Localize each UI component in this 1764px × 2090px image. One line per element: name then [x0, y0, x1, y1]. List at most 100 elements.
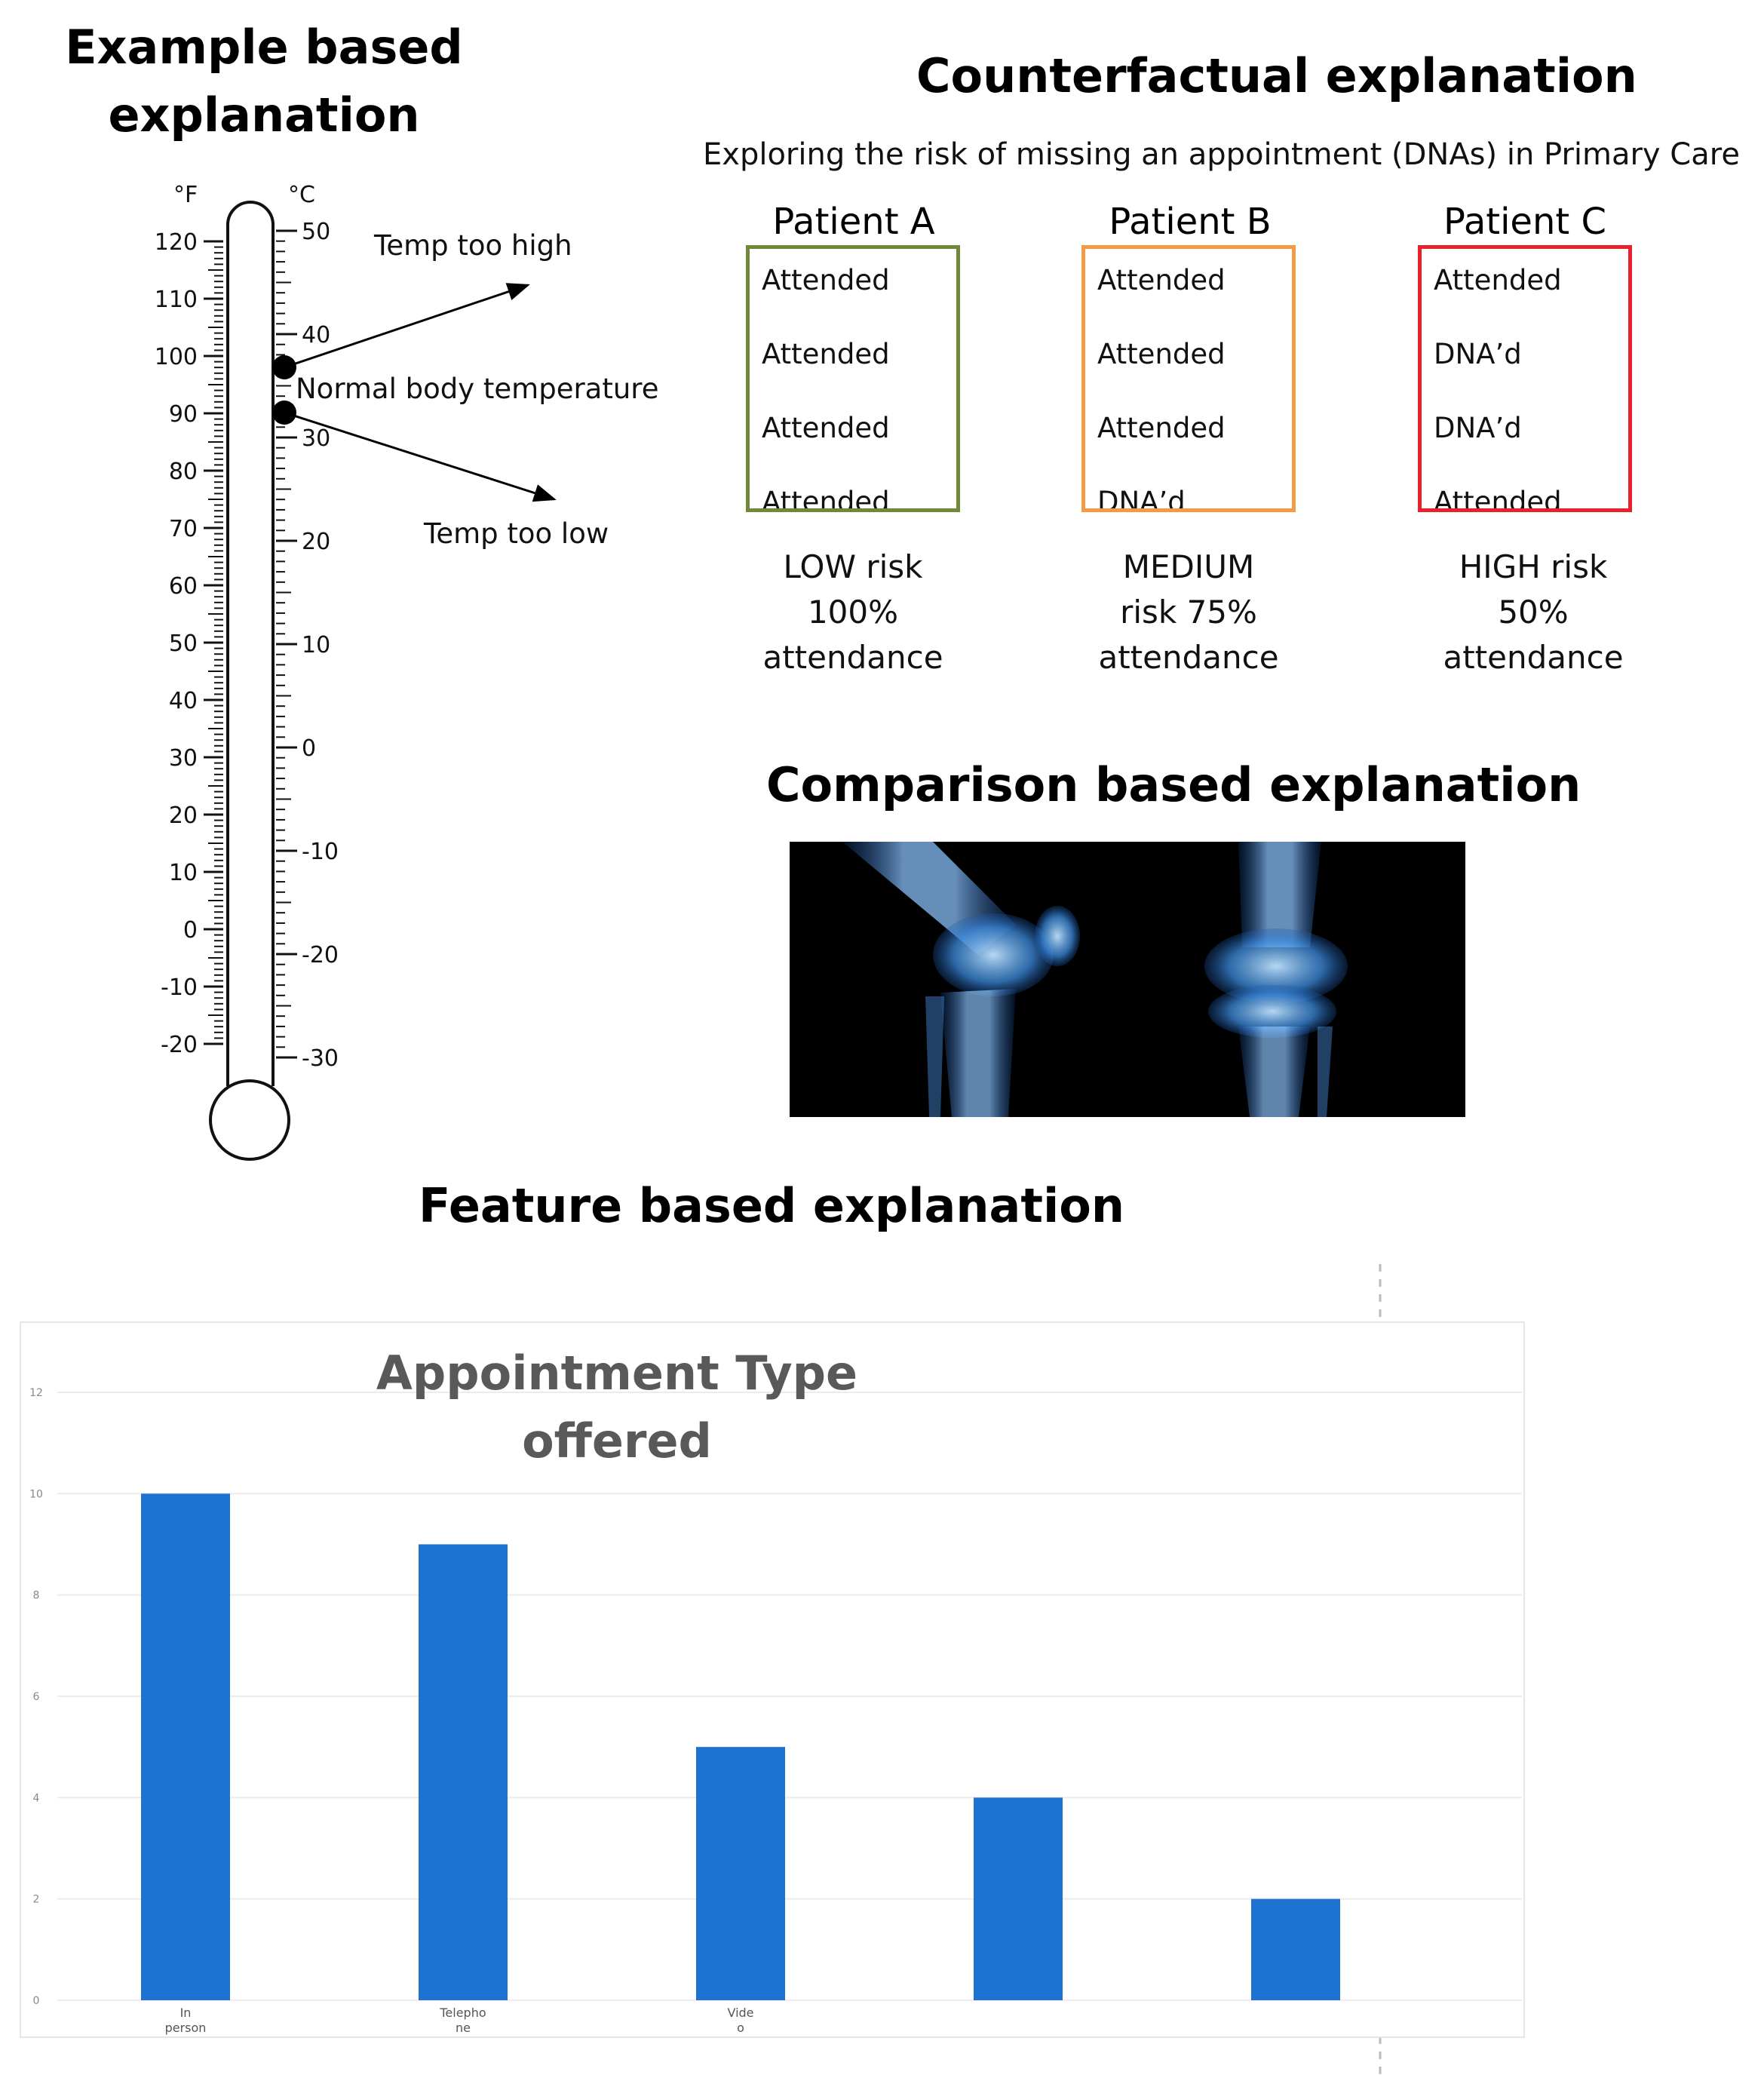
fahrenheit-tick-label: 10 [169, 860, 198, 886]
fahrenheit-tick-label: 100 [155, 344, 198, 370]
fahrenheit-unit-label: °F [173, 182, 198, 208]
thermometer-tube [226, 201, 275, 1086]
patient-c-risk: HIGH risk 50% attendance [1416, 545, 1650, 680]
celsius-tick-label: -30 [302, 1045, 339, 1072]
chart-title-line1: Appointment Type [376, 1346, 858, 1401]
fahrenheit-tick-label: 90 [169, 401, 198, 428]
bar-2 [419, 1544, 508, 2000]
category-label: o [737, 2021, 744, 2035]
fahrenheit-tick-label: 60 [169, 573, 198, 600]
dashed-mark-bottom [1379, 2036, 1382, 2074]
counterfactual-subtitle: Exploring the risk of missing an appoint… [703, 137, 1740, 172]
patient-b-row-3: Attended [1097, 412, 1226, 444]
fahrenheit-tick-label: 120 [155, 229, 198, 256]
comparison-title: Comparison based explanation [766, 757, 1581, 812]
knee-xray-image [790, 842, 1465, 1117]
counterfactual-title: Counterfactual explanation [916, 48, 1637, 103]
fahrenheit-tick-label: 80 [169, 459, 198, 485]
category-label: ne [456, 2021, 471, 2035]
chart-title: Appointment Type offered [338, 1340, 896, 1475]
patient-a-row-4: Attended [762, 486, 890, 512]
category-label: In [180, 2006, 192, 2020]
arrow-temp-high [284, 283, 530, 369]
fahrenheit-tick-label: 50 [169, 631, 198, 657]
patient-a-risk: LOW risk 100% attendance [736, 545, 970, 680]
y-tick-label: 12 [29, 1387, 43, 1399]
bar-1 [141, 1493, 230, 2000]
celsius-tick-label: 40 [302, 322, 330, 348]
celsius-scale: 50 40 30 20 10 0 -10 -20 -30 [276, 219, 339, 1072]
patient-a-risk-line-1: LOW risk [783, 548, 923, 585]
patient-a-row-1: Attended [762, 264, 890, 296]
xray-right-knee [1204, 842, 1348, 1117]
patient-b-name: Patient B [1109, 201, 1272, 243]
arrow-temp-low [284, 411, 557, 502]
fahrenheit-tick-label: 40 [169, 688, 198, 714]
patient-b-risk-line-3: attendance [1098, 639, 1279, 676]
fahrenheit-tick-label: 0 [183, 917, 198, 944]
fahrenheit-tick-label: -10 [161, 974, 198, 1001]
fahrenheit-tick-label: 20 [169, 803, 198, 829]
celsius-tick-label: 0 [302, 735, 316, 762]
fahrenheit-tick-label: 110 [155, 287, 198, 313]
celsius-tick-label: -20 [302, 942, 339, 968]
patient-a-row-2: Attended [762, 338, 890, 370]
celsius-tick-label: 30 [302, 425, 330, 452]
fahrenheit-tick-label: -20 [161, 1032, 198, 1058]
chart-title-line2: offered [522, 1413, 712, 1469]
celsius-tick-label: -10 [302, 839, 339, 865]
patient-b-row-1: Attended [1097, 264, 1226, 296]
example-title: Example based explanation [60, 14, 468, 149]
patient-a-name: Patient A [772, 201, 935, 243]
patient-a-row-3: Attended [762, 412, 890, 444]
patient-b-risk-line-2: risk 75% [1120, 594, 1257, 631]
y-tick-label: 6 [33, 1691, 40, 1703]
temp-too-high-label: Temp too high [373, 229, 572, 262]
fahrenheit-tick-label: 30 [169, 745, 198, 772]
bar-3 [696, 1747, 785, 2000]
example-title-line2: explanation [108, 87, 420, 143]
y-tick-label: 2 [33, 1894, 40, 1906]
patient-c-risk-line-1: HIGH risk [1459, 548, 1608, 585]
bar-4 [974, 1797, 1063, 2000]
patient-c-name: Patient C [1443, 201, 1606, 243]
celsius-tick-label: 50 [302, 219, 330, 245]
patient-c-row-2: DNA’d [1434, 338, 1522, 370]
patient-a-box: Attended Attended Attended Attended [746, 245, 960, 512]
y-tick-label: 0 [33, 1995, 40, 2007]
example-title-line1: Example based [65, 20, 463, 75]
patient-a-risk-line-2: 100% [807, 594, 899, 631]
bar-5 [1251, 1898, 1340, 2000]
celsius-tick-label: 20 [302, 529, 330, 555]
appointment-type-chart: Appointment Type offered 0 2 4 6 8 10 12 In pers… [20, 1321, 1525, 2038]
y-tick-label: 8 [33, 1590, 40, 1602]
fahrenheit-tick-label: 70 [169, 516, 198, 542]
patient-a-risk-line-3: attendance [762, 639, 943, 676]
patient-b-row-4: DNA’d [1097, 486, 1186, 512]
patient-b-box: Attended Attended Attended DNA’d [1081, 245, 1296, 512]
patient-c-box: Attended DNA’d DNA’d Attended [1418, 245, 1632, 512]
patient-c-risk-line-2: 50% [1498, 594, 1569, 631]
patient-c-row-4: Attended [1434, 486, 1562, 512]
temp-too-low-label: Temp too low [423, 517, 609, 550]
category-label: Vide [727, 2006, 753, 2020]
category-label: Telepho [439, 2006, 486, 2020]
celsius-tick-label: 10 [302, 632, 330, 658]
y-tick-label: 10 [29, 1488, 43, 1500]
xray-left-knee [842, 842, 1080, 1117]
y-tick-label: 4 [33, 1792, 40, 1804]
patient-b-risk-line-1: MEDIUM [1122, 548, 1255, 585]
thermometer-bulb [209, 1079, 290, 1161]
patient-b-risk: MEDIUM risk 75% attendance [1072, 545, 1305, 680]
celsius-unit-label: °C [288, 182, 315, 208]
category-label: person [165, 2021, 207, 2035]
patient-c-row-3: DNA’d [1434, 412, 1522, 444]
feature-title: Feature based explanation [419, 1178, 1124, 1233]
patient-c-risk-line-3: attendance [1443, 639, 1624, 676]
dashed-mark-top [1379, 1264, 1382, 1324]
normal-body-temp-label: Normal body temperature [296, 373, 658, 405]
patient-c-row-1: Attended [1434, 264, 1562, 296]
